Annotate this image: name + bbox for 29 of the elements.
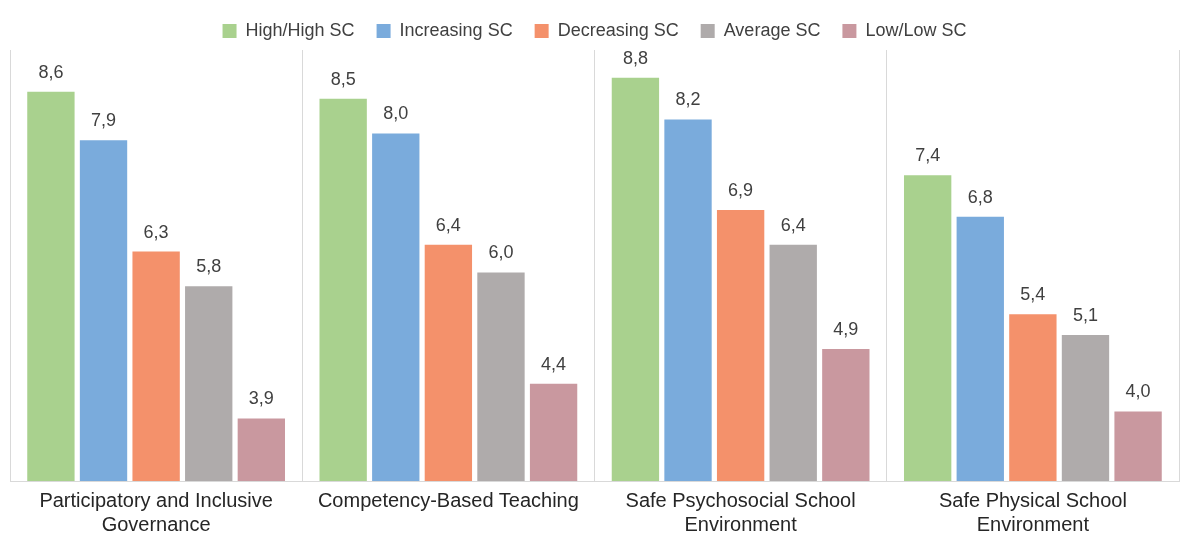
data-label: 6,8 [967,186,993,207]
data-label: 8,8 [622,47,648,68]
data-label: 7,9 [91,110,117,131]
data-label: 6,3 [143,221,169,242]
data-label: 4,9 [833,318,859,339]
data-label: 5,8 [196,256,222,277]
data-label: 6,4 [435,214,461,235]
x-tick-label: Competency-Based Teaching [317,488,579,511]
x-tick-label: Participatory and Inclusive Governance [39,488,273,535]
data-label: 6,4 [780,214,806,235]
data-label: 7,4 [915,145,941,166]
legend-label: High/High SC [245,19,355,40]
data-label: 3,9 [248,388,274,409]
legend-label: Decreasing SC [557,19,679,40]
legend-label: Increasing SC [399,19,513,40]
data-label: 6,9 [728,179,754,200]
x-tick-label: Safe Psychosocial School Environment [625,488,856,535]
data-label: 8,5 [330,68,356,89]
x-tick-label: Safe Physical School Environment [938,488,1127,535]
legend-label: Average SC [723,19,821,40]
data-label: 8,2 [675,89,701,110]
data-label: 8,6 [38,61,64,82]
data-label: 4,0 [1125,381,1151,402]
data-label: 4,4 [541,353,567,374]
data-label: 5,4 [1020,284,1046,305]
data-label: 5,1 [1072,304,1098,325]
data-label: 8,0 [383,103,409,124]
data-label: 6,0 [488,242,514,263]
legend-label: Low/Low SC [865,19,967,40]
